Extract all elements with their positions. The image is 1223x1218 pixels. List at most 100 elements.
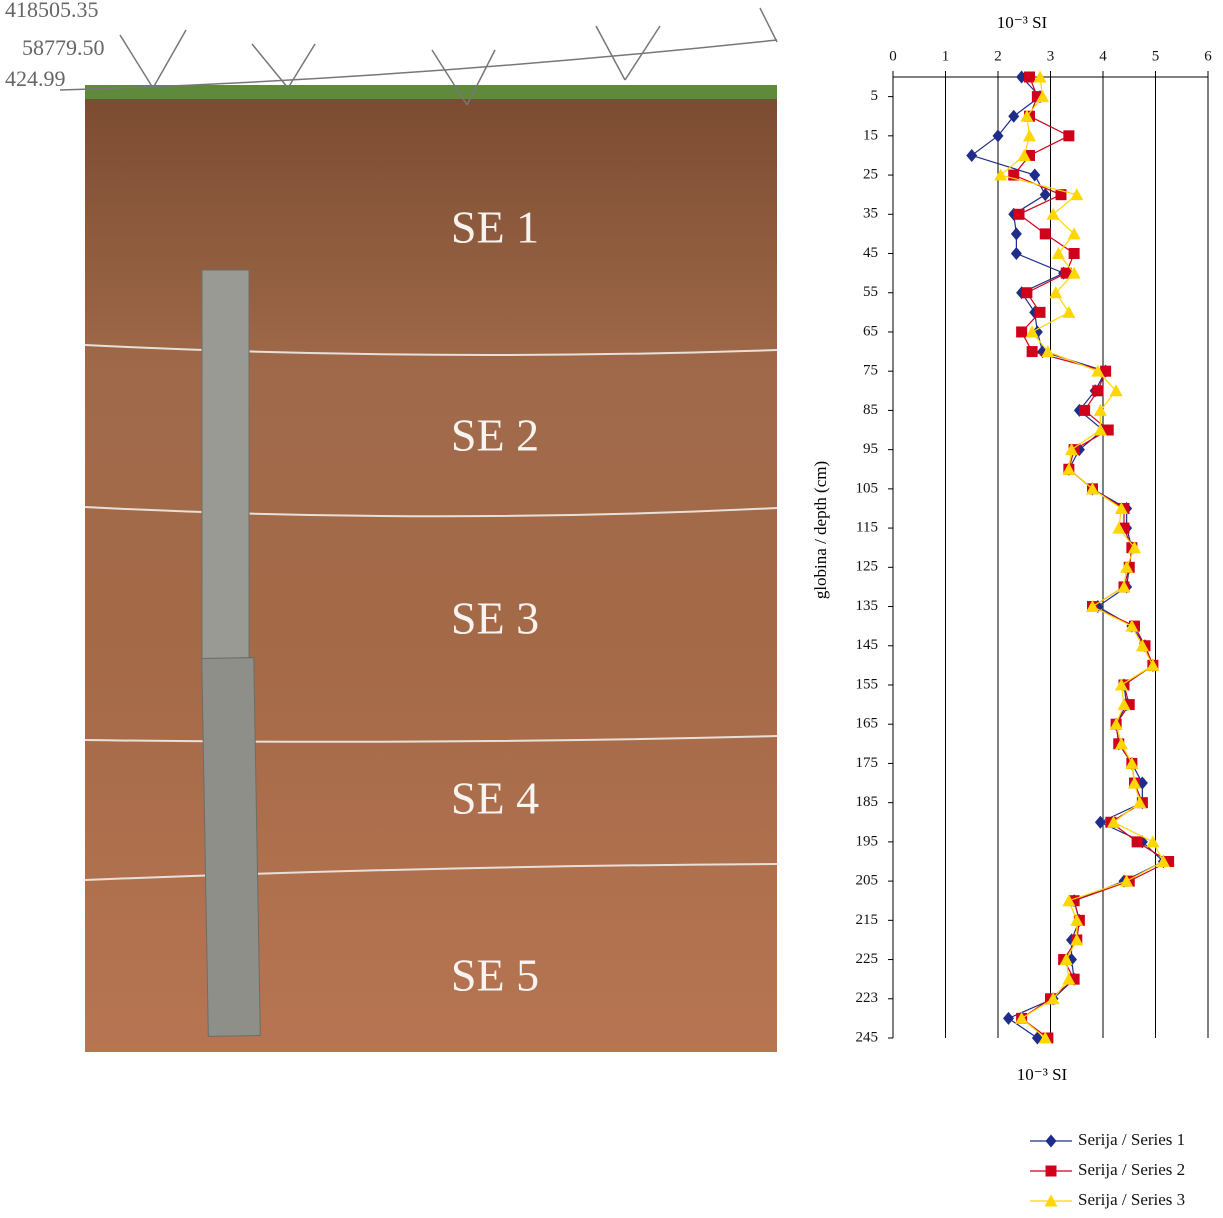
data-point <box>1068 895 1080 907</box>
data-point <box>1024 71 1035 83</box>
data-point <box>1029 168 1041 182</box>
y-tick-label: 95 <box>863 441 878 457</box>
data-point <box>1114 678 1128 691</box>
data-point <box>1046 992 1060 1005</box>
data-point <box>1123 699 1135 711</box>
data-point <box>1024 149 1035 161</box>
data-point <box>1091 364 1105 377</box>
y-tick-label: 215 <box>856 912 879 928</box>
data-point <box>1036 90 1050 103</box>
y-tick-label: 65 <box>863 323 878 339</box>
legend-marker <box>1045 1165 1057 1177</box>
data-point <box>1034 306 1046 318</box>
y-tick-label: 225 <box>856 951 879 967</box>
data-point <box>1031 91 1043 103</box>
data-point <box>1109 384 1123 397</box>
coordinate: 424.99 <box>5 66 66 91</box>
layer-label: SE 4 <box>451 773 539 824</box>
x-tick-label: 2 <box>994 48 1002 64</box>
data-point <box>1131 836 1143 848</box>
y-tick-label: 125 <box>856 559 879 575</box>
data-point <box>1093 403 1107 416</box>
data-point <box>1093 423 1107 436</box>
series <box>1008 71 1175 1044</box>
data-point <box>1041 345 1055 358</box>
data-point <box>1070 188 1084 201</box>
data-point <box>1135 639 1149 652</box>
data-point <box>1146 658 1160 671</box>
grass <box>85 85 777 99</box>
data-point <box>1125 619 1139 632</box>
legend-marker <box>1044 1194 1058 1207</box>
layer-boundaries <box>84 344 778 881</box>
y-tick-label: 115 <box>856 520 878 536</box>
data-point <box>1067 227 1081 240</box>
y-tick-label: 135 <box>856 598 879 614</box>
data-point <box>966 148 978 162</box>
data-point <box>1023 129 1036 142</box>
data-point <box>1063 130 1075 142</box>
layer-label: SE 1 <box>451 202 539 253</box>
y-tick-label: 75 <box>863 363 878 379</box>
data-point <box>1055 189 1067 201</box>
data-point <box>1114 737 1128 750</box>
data-point <box>1117 698 1131 711</box>
data-point <box>1026 346 1038 358</box>
data-point <box>1020 109 1034 122</box>
data-point <box>1086 482 1099 495</box>
data-point <box>1133 796 1147 809</box>
data-point <box>1008 109 1020 123</box>
data-point <box>1100 365 1112 377</box>
data-point <box>1062 305 1076 318</box>
data-point <box>1163 855 1175 867</box>
series-line <box>999 76 1165 1039</box>
y-tick-label: 25 <box>863 166 878 182</box>
series-line <box>970 76 1165 1039</box>
data-point <box>1117 580 1131 593</box>
data-point <box>1049 286 1063 299</box>
y-tick-label: 35 <box>863 206 878 222</box>
data-point <box>1038 1031 1052 1044</box>
data-point <box>1068 973 1080 985</box>
data-point <box>1062 894 1076 907</box>
x-tick-label: 3 <box>1047 48 1055 64</box>
data-point <box>1065 443 1078 456</box>
data-point <box>1016 326 1028 338</box>
data-point <box>1102 424 1114 436</box>
y-tick-label: 145 <box>856 637 879 653</box>
data-point <box>1156 854 1170 867</box>
x-tick-label: 0 <box>889 48 897 64</box>
x-tick-label: 5 <box>1152 48 1160 64</box>
y-tick-label: 175 <box>856 755 879 771</box>
legend-label: Serija / Series 1 <box>1078 1130 1185 1149</box>
x-axis-title: 10⁻³ SI <box>997 13 1048 32</box>
data-point <box>1025 325 1039 338</box>
data-point <box>1125 756 1139 769</box>
data-point <box>1092 385 1104 397</box>
data-point <box>994 168 1008 181</box>
layer-label: SE 3 <box>451 593 539 644</box>
x-tick-label: 6 <box>1204 48 1212 64</box>
y-tick-label: 245 <box>856 1029 879 1045</box>
data-point <box>1094 815 1106 829</box>
coordinate: 418505.35 <box>5 0 99 22</box>
data-point <box>1120 874 1134 887</box>
data-point <box>1010 227 1022 241</box>
y-tick-label: 5 <box>871 88 879 104</box>
data-point <box>1120 560 1134 573</box>
soil-profile <box>85 85 777 1052</box>
data-point <box>1060 267 1072 279</box>
y-tick-label: 55 <box>863 284 878 300</box>
data-point <box>1067 266 1081 279</box>
series <box>994 70 1170 1044</box>
coordinate: 58779.50 <box>22 35 105 60</box>
data-point <box>1114 501 1128 514</box>
y-axis-title: globina / depth (cm) <box>811 461 830 599</box>
data-point <box>1109 717 1123 730</box>
y-tick-label: 165 <box>856 716 879 732</box>
data-point <box>1079 404 1091 416</box>
data-point <box>1059 953 1073 966</box>
layer-label: SE 5 <box>451 950 539 1001</box>
data-point <box>1051 247 1065 260</box>
